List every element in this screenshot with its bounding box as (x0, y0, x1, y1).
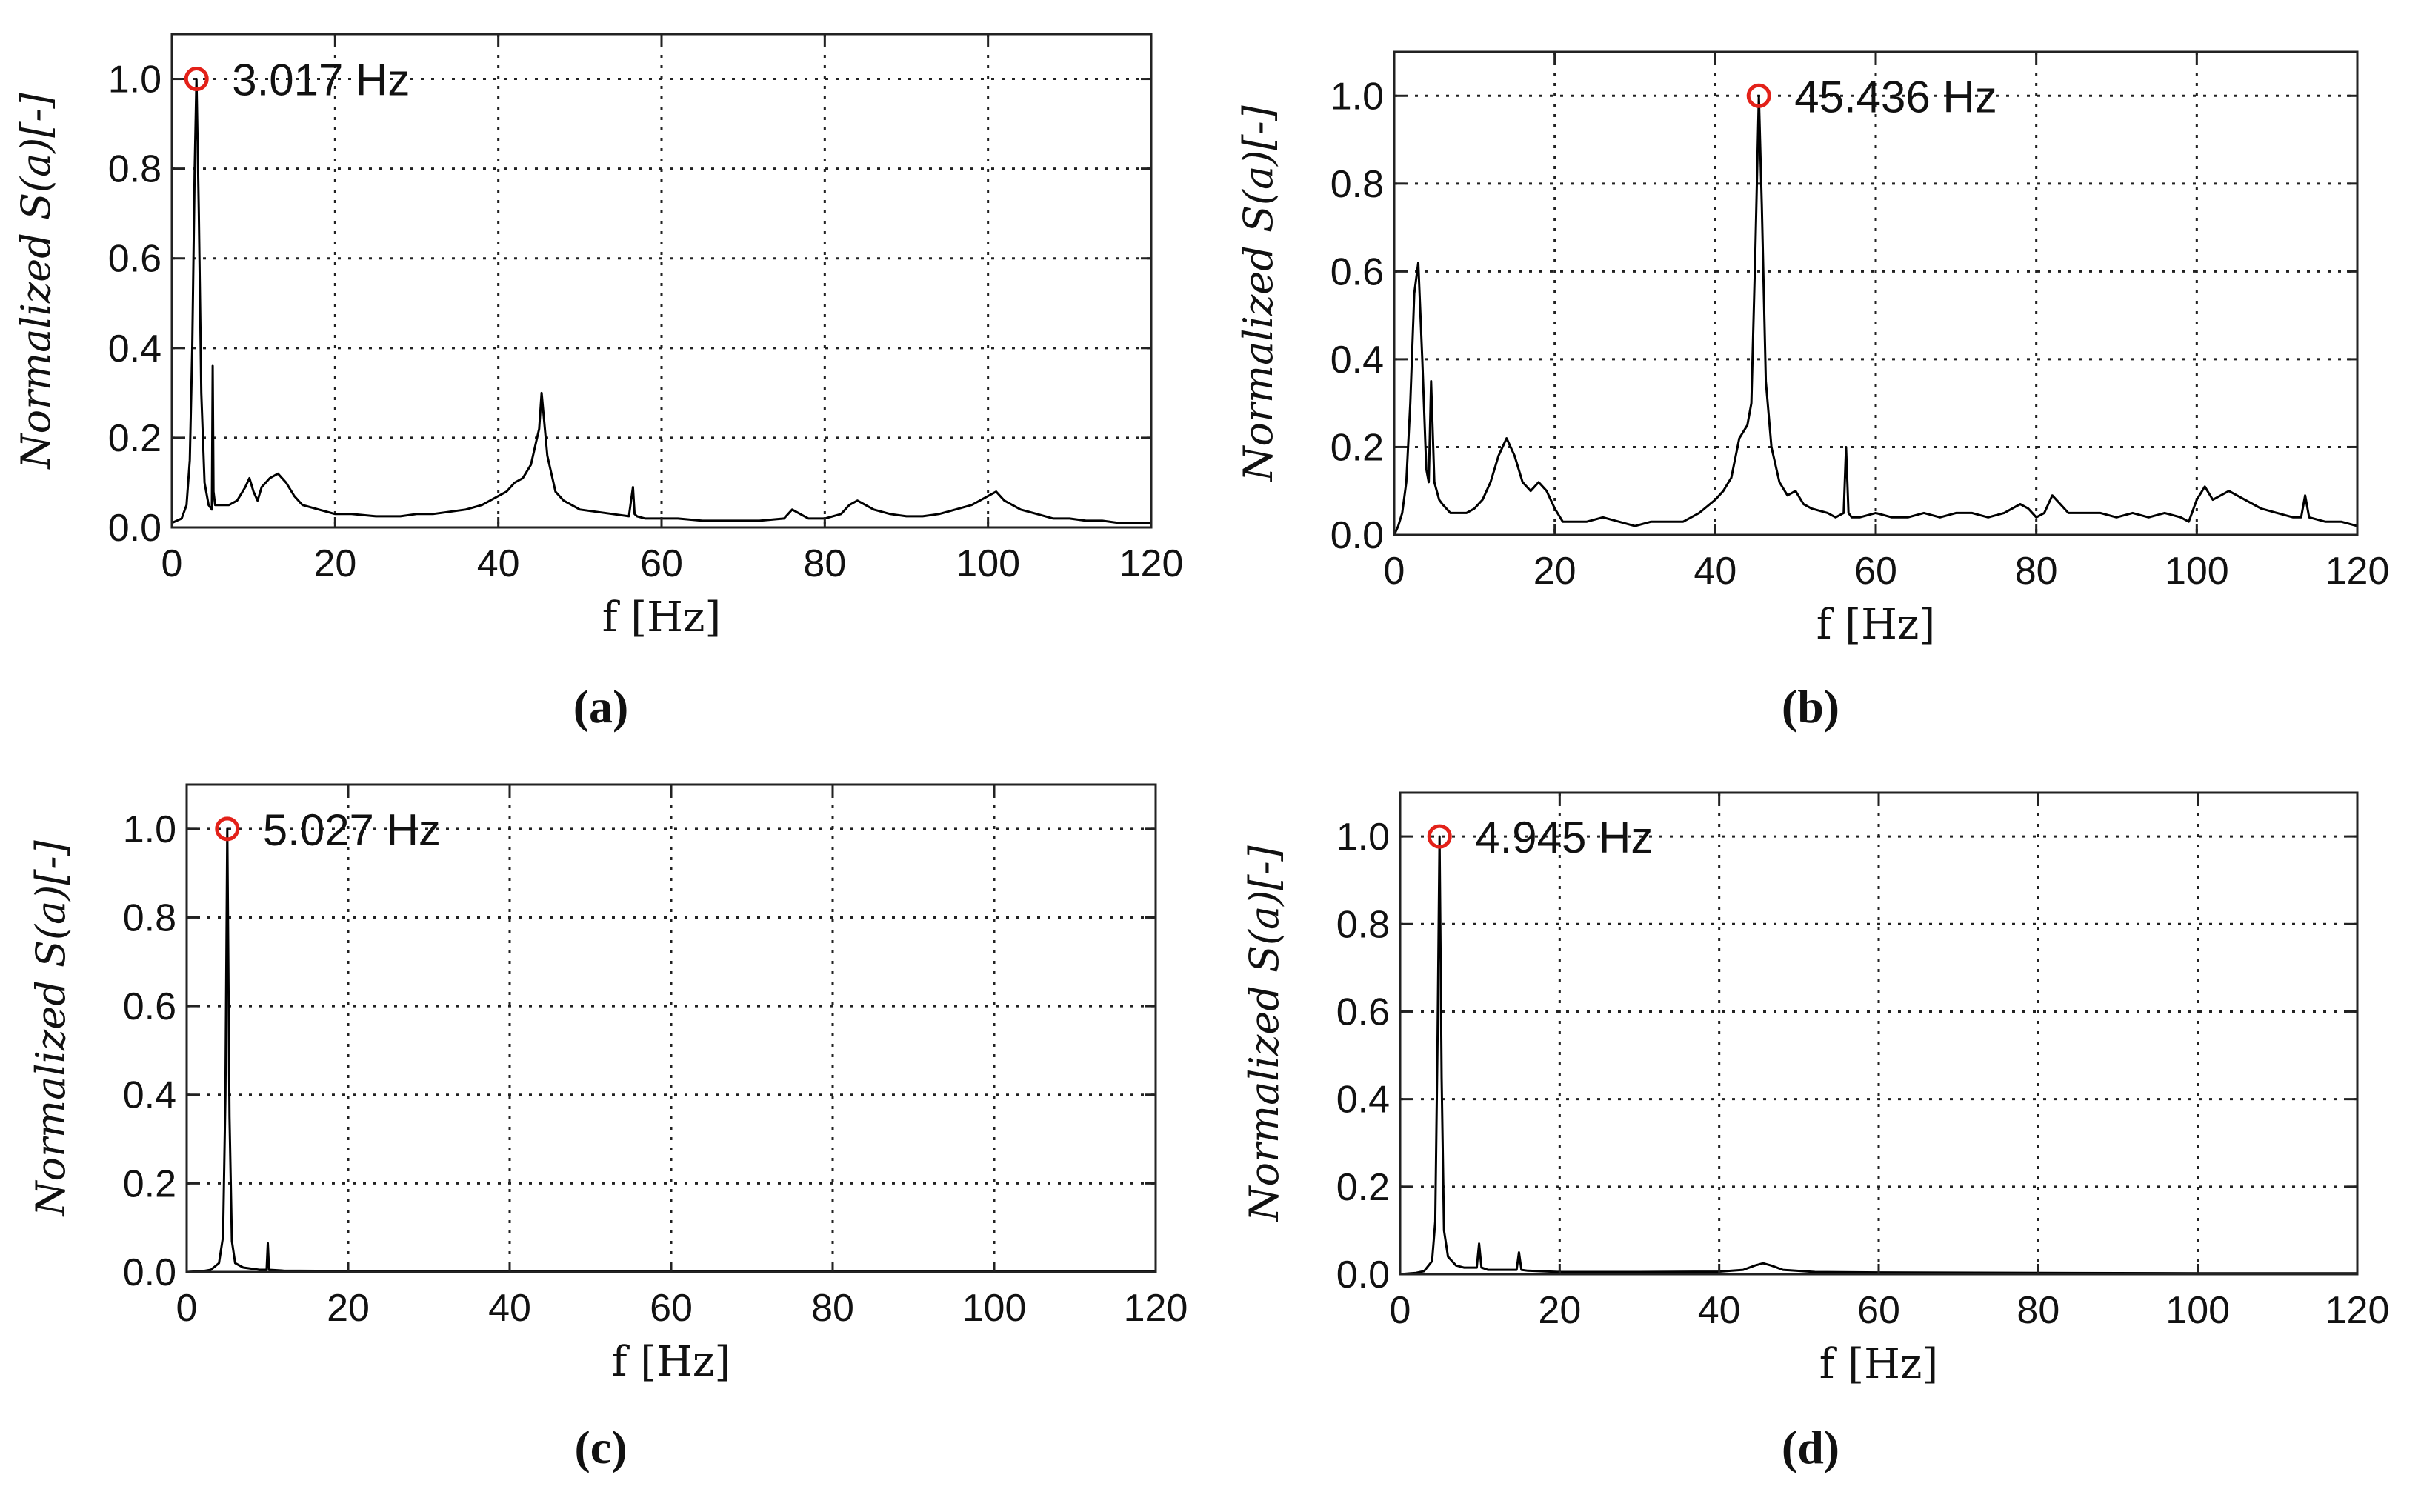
x-tick-label: 20 (1538, 1289, 1581, 1332)
x-tick-label: 100 (956, 542, 1020, 585)
x-tick-label: 60 (1854, 550, 1897, 593)
panel-caption: (a) (573, 680, 629, 733)
panel-a: 0 20 40 60 80 100 120 0.0 0.2 0.4 0.6 0.8 1.0 Normali… (13, 33, 1184, 733)
peak-marker (1746, 83, 1771, 108)
panel-caption: (d) (1782, 1421, 1839, 1473)
y-tick-label: 1.0 (123, 808, 176, 851)
x-tick-label: 60 (640, 542, 683, 585)
x-axis-label: f [Hz] (1819, 1340, 1939, 1388)
panel-b: 0 20 40 60 80 100 120 0.0 0.2 0.4 0.6 0.8 1.0 Normali… (1235, 50, 2390, 733)
panel-d: 0 20 40 60 80 100 120 0.0 0.2 0.4 0.6 0.8 1.0 Normali… (1241, 791, 2390, 1473)
y-tick-label: 0.2 (108, 417, 161, 460)
peak-annotation: 3.017 Hz (232, 56, 410, 105)
y-tick-label: 0.4 (1336, 1079, 1390, 1122)
x-axis-label: f [Hz] (612, 1338, 731, 1386)
x-tick-label: 40 (1698, 1289, 1741, 1332)
y-tick-label: 0.0 (108, 507, 161, 550)
x-tick-label: 40 (477, 542, 520, 585)
x-tick-label: 20 (1533, 550, 1576, 593)
x-axis-label: f [Hz] (1816, 601, 1936, 649)
peak-marker (1427, 824, 1452, 849)
y-tick-label: 0.8 (1331, 163, 1384, 206)
y-tick-label: 0.4 (123, 1074, 176, 1117)
y-tick-label: 0.6 (1331, 250, 1384, 293)
y-tick-label: 0.2 (123, 1162, 176, 1205)
y-tick-label: 0.6 (123, 985, 176, 1028)
panel-caption: (c) (574, 1421, 627, 1473)
y-tick-label: 0.4 (108, 327, 161, 370)
series-line (186, 827, 1156, 1273)
x-tick-label: 100 (2165, 550, 2229, 593)
x-tick-label: 20 (327, 1287, 370, 1330)
x-tick-label: 80 (2017, 1289, 2059, 1332)
x-tick-label: 120 (1119, 542, 1184, 585)
x-tick-label: 0 (161, 542, 183, 585)
x-tick-label: 80 (811, 1287, 854, 1330)
y-axis-label: Normalized S(a)[-] (1235, 104, 1282, 482)
y-axis-label: Normalized S(a)[-] (13, 92, 59, 470)
x-tick-label: 120 (1124, 1287, 1188, 1330)
x-tick-label: 0 (1390, 1289, 1411, 1332)
series-line (1399, 835, 2357, 1276)
x-tick-label: 0 (176, 1287, 198, 1330)
y-tick-label: 0.2 (1336, 1166, 1390, 1209)
x-tick-label: 60 (1857, 1289, 1900, 1332)
y-tick-label: 0.0 (123, 1251, 176, 1294)
peak-marker (215, 816, 240, 842)
y-tick-label: 0.6 (108, 238, 161, 281)
y-tick-label: 1.0 (108, 59, 161, 101)
peak-annotation: 45.436 Hz (1794, 72, 1997, 121)
x-tick-label: 120 (2325, 1289, 2390, 1332)
peak-marker (184, 67, 209, 92)
y-tick-label: 0.2 (1331, 426, 1384, 469)
panel-c: 0 20 40 60 80 100 120 0.0 0.2 0.4 0.6 0.8 1.0 Normali… (27, 783, 1188, 1473)
y-axis-label: Normalized S(a)[-] (27, 839, 74, 1217)
y-tick-label: 0.0 (1336, 1253, 1390, 1296)
series-line (1393, 94, 2358, 536)
y-tick-label: 0.8 (1336, 903, 1390, 946)
x-tick-label: 40 (1694, 550, 1736, 593)
peak-annotation: 5.027 Hz (263, 805, 441, 855)
x-tick-label: 40 (488, 1287, 531, 1330)
y-tick-label: 0.6 (1336, 990, 1390, 1033)
x-tick-label: 0 (1384, 550, 1405, 593)
panel-caption: (b) (1782, 680, 1839, 733)
x-tick-label: 80 (2015, 550, 2058, 593)
x-tick-label: 100 (2165, 1289, 2230, 1332)
y-tick-label: 0.8 (123, 896, 176, 939)
x-tick-label: 100 (962, 1287, 1027, 1330)
x-tick-label: 60 (650, 1287, 693, 1330)
y-tick-label: 1.0 (1331, 75, 1384, 118)
y-tick-label: 1.0 (1336, 816, 1390, 859)
x-tick-label: 120 (2325, 550, 2390, 593)
y-tick-label: 0.0 (1331, 514, 1384, 557)
y-axis-label: Normalized S(a)[-] (1241, 845, 1288, 1222)
peak-annotation: 4.945 Hz (1475, 813, 1653, 862)
x-tick-label: 80 (803, 542, 846, 585)
series-line (171, 78, 1151, 524)
y-tick-label: 0.4 (1331, 339, 1384, 382)
y-tick-label: 0.8 (108, 148, 161, 191)
x-tick-label: 20 (313, 542, 356, 585)
x-axis-label: f [Hz] (602, 593, 722, 642)
